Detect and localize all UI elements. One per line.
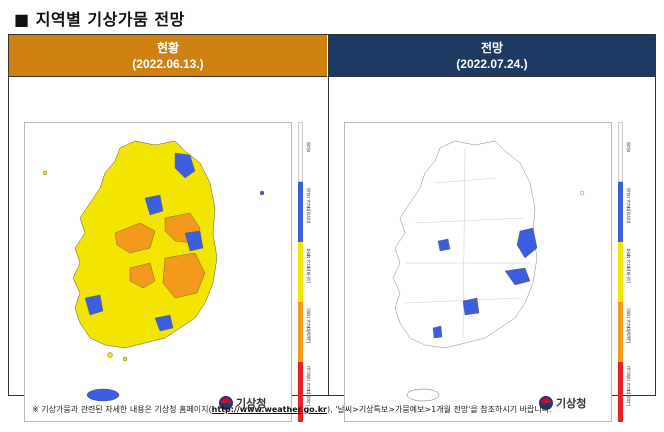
forecast-drought-map	[344, 122, 612, 422]
kma-emblem-icon	[219, 396, 233, 410]
legend-moderate-label: 보통 가뭄(주의)	[625, 248, 631, 284]
forecast-title: 전망	[480, 41, 504, 55]
legend-severe-swatch	[618, 302, 623, 362]
current-status-header: 현황 (2022.06.13.)	[9, 35, 327, 77]
kma-logo-right: 기상청	[539, 395, 586, 411]
legend-weak-label: 약한 가뭄(관심)	[625, 188, 631, 224]
legend-extreme-label: 극심한 가뭄(심각)	[305, 366, 311, 407]
legend-weak-swatch	[298, 182, 303, 242]
legend-weak-label: 약한 가뭄(관심)	[305, 188, 311, 224]
legend-severe-swatch	[298, 302, 303, 362]
legend-moderate-swatch	[298, 242, 303, 302]
forecast-header: 전망 (2022.07.24.)	[329, 35, 655, 77]
kma-website-link[interactable]: http://www.weather.go.kr	[211, 405, 327, 414]
current-status-title: 현황	[156, 41, 180, 55]
current-status-date: (2022.06.13.)	[132, 57, 204, 71]
forecast-date: (2022.07.24.)	[456, 57, 528, 71]
legend-extreme-swatch	[618, 362, 623, 422]
legend-severe-label: 심한 가뭄(경계)	[625, 308, 631, 344]
legend-normal-swatch	[618, 122, 623, 182]
current-drought-map	[24, 122, 292, 422]
current-status-panel: 현황 (2022.06.13.)	[9, 35, 327, 422]
legend-moderate-swatch	[618, 242, 623, 302]
kma-emblem-icon	[539, 396, 553, 410]
footnote: ※ 기상가뭄과 관련된 자세한 내용은 기상청 홈페이지(http://www.…	[32, 404, 552, 415]
legend-severe-label: 심한 가뭄(경계)	[305, 308, 311, 344]
kma-logo-text: 기상청	[236, 397, 267, 410]
legend-normal-swatch	[298, 122, 303, 182]
forecast-panel: 전망 (2022.07.24.)	[328, 35, 655, 422]
page-title: ■ 지역별 기상가뭄 전망	[14, 10, 185, 29]
kma-logo-text: 기상청	[556, 397, 587, 410]
legend-normal-label: 정상	[625, 142, 631, 152]
legend-weak-swatch	[618, 182, 623, 242]
legend-extreme-swatch	[298, 362, 303, 422]
kma-logo-left: 기상청	[219, 395, 266, 411]
drought-legend-left: 정상 약한 가뭄(관심) 보통 가뭄(주의) 심한 가뭄(경계) 극심한 가뭄(…	[296, 122, 312, 422]
legend-moderate-label: 보통 가뭄(주의)	[305, 248, 311, 284]
footnote-suffix: ), '날씨>기상특보>가뭄예보>1개월 전망'을 참조하시기 바랍니다.	[326, 405, 552, 414]
legend-extreme-label: 극심한 가뭄(심각)	[625, 366, 631, 407]
footnote-prefix: ※ 기상가뭄과 관련된 자세한 내용은 기상청 홈페이지(	[32, 405, 212, 414]
drought-legend-right: 정상 약한 가뭄(관심) 보통 가뭄(주의) 심한 가뭄(경계) 극심한 가뭄(…	[616, 122, 632, 422]
maps-frame	[8, 34, 656, 396]
legend-normal-label: 정상	[305, 142, 311, 152]
